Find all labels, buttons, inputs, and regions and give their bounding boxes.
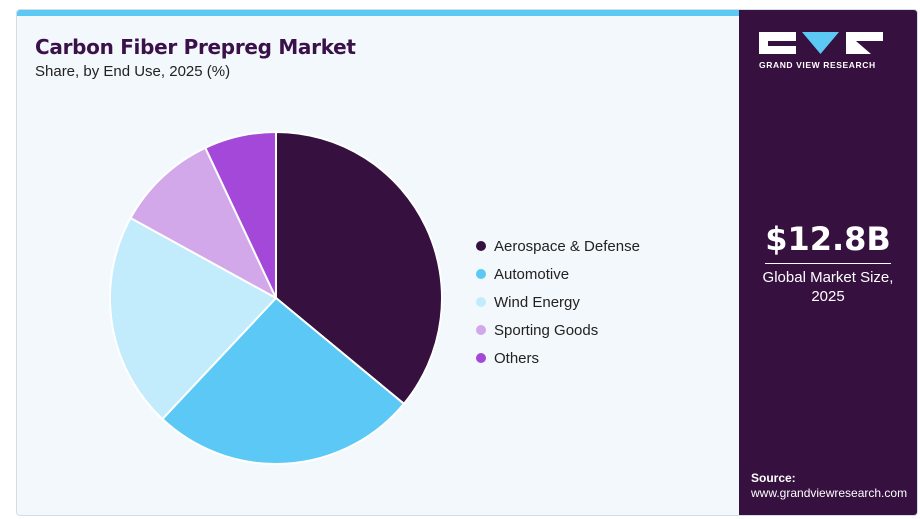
market-size-label: Global Market Size, 2025 bbox=[739, 268, 917, 306]
pie-slice-wind-energy bbox=[109, 216, 278, 421]
legend-item-sporting-goods: Sporting Goods bbox=[476, 316, 640, 344]
legend-swatch bbox=[476, 325, 486, 335]
pie-slice-automotive bbox=[160, 296, 406, 465]
chart-title: Carbon Fiber Prepreg Market bbox=[35, 35, 356, 59]
brand-logo: GRAND VIEW RESEARCH bbox=[759, 32, 889, 70]
legend-item-automotive: Automotive bbox=[476, 260, 640, 288]
legend-swatch bbox=[476, 353, 486, 363]
legend-label: Aerospace & Defense bbox=[494, 237, 640, 255]
legend-label: Others bbox=[494, 349, 540, 367]
pie-chart bbox=[109, 130, 443, 465]
legend-item-aerospace-defense: Aerospace & Defense bbox=[476, 232, 640, 260]
legend-swatch bbox=[476, 297, 486, 307]
market-size-value: $12.8B bbox=[765, 220, 891, 258]
market-size-label-line1: Global Market Size, bbox=[762, 269, 894, 286]
gvr-logo-icon bbox=[759, 32, 883, 54]
legend-label: Sporting Goods bbox=[494, 321, 599, 339]
legend-item-others: Others bbox=[476, 344, 640, 372]
market-size-label-line2: 2025 bbox=[811, 288, 845, 305]
legend-label: Automotive bbox=[494, 265, 570, 283]
source-link[interactable]: www.grandviewresearch.com bbox=[751, 486, 908, 500]
legend-item-wind-energy: Wind Energy bbox=[476, 288, 640, 316]
pie-slice-sporting-goods bbox=[129, 146, 279, 301]
legend-swatch bbox=[476, 269, 486, 279]
source-note: Source: www.grandviewresearch.com bbox=[751, 471, 907, 501]
side-panel: GRAND VIEW RESEARCH $12.8B Global Market… bbox=[739, 10, 917, 515]
pie-slice-others bbox=[203, 130, 277, 299]
brand-name: GRAND VIEW RESEARCH bbox=[759, 60, 876, 70]
chart-subtitle: Share, by End Use, 2025 (%) bbox=[35, 63, 231, 80]
source-label: Source: bbox=[751, 471, 796, 485]
pie-slice-aerospace-defense bbox=[275, 130, 443, 406]
divider bbox=[765, 263, 891, 264]
legend-label: Wind Energy bbox=[494, 293, 580, 311]
legend-swatch bbox=[476, 241, 486, 251]
chart-card: Carbon Fiber Prepreg Market Share, by En… bbox=[16, 9, 918, 516]
accent-bar bbox=[17, 10, 739, 16]
chart-legend: Aerospace & Defense Automotive Wind Energy… bbox=[476, 232, 640, 372]
